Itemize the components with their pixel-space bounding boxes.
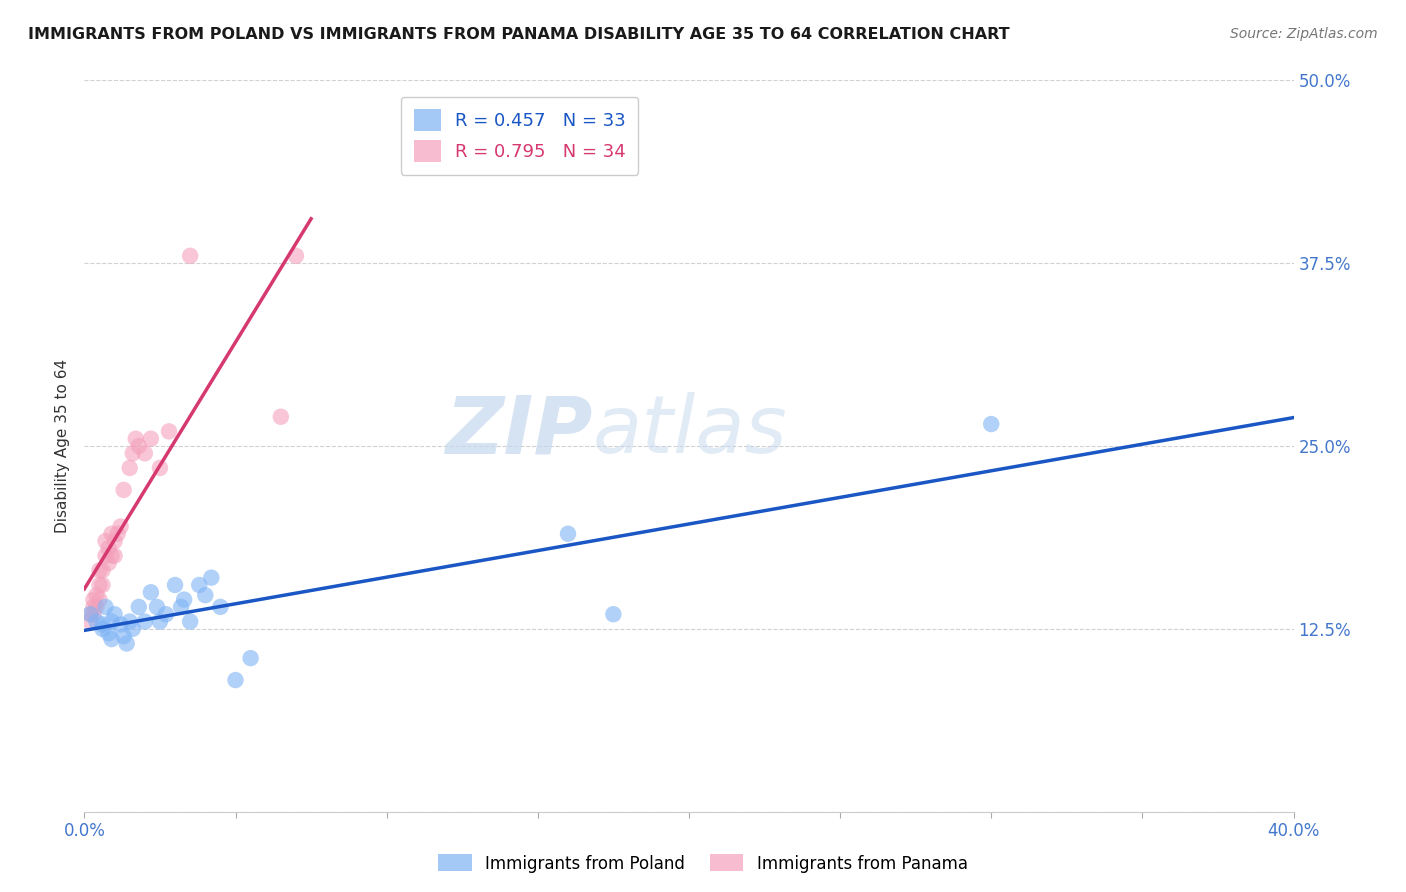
Point bbox=[112, 483, 135, 497]
Legend: R = 0.457   N = 33, R = 0.795   N = 34: R = 0.457 N = 33, R = 0.795 N = 34 bbox=[401, 96, 638, 175]
Point bbox=[94, 599, 117, 614]
Point bbox=[79, 607, 101, 622]
Point bbox=[157, 425, 180, 439]
Point bbox=[104, 549, 127, 563]
Point bbox=[134, 615, 156, 629]
Point bbox=[104, 534, 127, 549]
Point bbox=[118, 461, 141, 475]
Point bbox=[179, 249, 201, 263]
Point bbox=[91, 578, 114, 592]
Point bbox=[128, 599, 150, 614]
Point bbox=[285, 249, 308, 263]
Point bbox=[179, 615, 201, 629]
Point bbox=[110, 519, 132, 533]
Point bbox=[173, 592, 195, 607]
Text: IMMIGRANTS FROM POLAND VS IMMIGRANTS FROM PANAMA DISABILITY AGE 35 TO 64 CORRELA: IMMIGRANTS FROM POLAND VS IMMIGRANTS FRO… bbox=[28, 27, 1010, 42]
Point bbox=[209, 599, 232, 614]
Point bbox=[86, 615, 108, 629]
Point bbox=[89, 563, 111, 577]
Point bbox=[91, 622, 114, 636]
Point bbox=[121, 622, 143, 636]
Point bbox=[97, 626, 120, 640]
Point bbox=[91, 617, 114, 632]
Point bbox=[86, 588, 108, 602]
Text: ZIP: ZIP bbox=[444, 392, 592, 470]
Point bbox=[100, 549, 122, 563]
Point bbox=[225, 673, 247, 687]
Point bbox=[139, 585, 162, 599]
Point bbox=[94, 534, 117, 549]
Point bbox=[128, 439, 150, 453]
Point bbox=[139, 432, 162, 446]
Point bbox=[89, 578, 111, 592]
Point bbox=[134, 446, 156, 460]
Point bbox=[107, 526, 129, 541]
Point bbox=[94, 549, 117, 563]
Point bbox=[89, 592, 111, 607]
Point bbox=[82, 607, 104, 622]
Text: atlas: atlas bbox=[592, 392, 787, 470]
Point bbox=[602, 607, 624, 622]
Point bbox=[239, 651, 262, 665]
Point bbox=[149, 461, 172, 475]
Point bbox=[97, 556, 120, 570]
Point bbox=[188, 578, 211, 592]
Y-axis label: Disability Age 35 to 64: Disability Age 35 to 64 bbox=[55, 359, 70, 533]
Point bbox=[91, 563, 114, 577]
Point bbox=[149, 615, 172, 629]
Point bbox=[86, 599, 108, 614]
Point bbox=[121, 446, 143, 460]
Point bbox=[100, 615, 122, 629]
Point bbox=[100, 526, 122, 541]
Point bbox=[125, 432, 148, 446]
Point bbox=[980, 417, 1002, 431]
Point bbox=[104, 607, 127, 622]
Point bbox=[557, 526, 579, 541]
Point bbox=[110, 617, 132, 632]
Point bbox=[194, 588, 217, 602]
Point bbox=[82, 592, 104, 607]
Point bbox=[82, 599, 104, 614]
Point bbox=[118, 615, 141, 629]
Point bbox=[146, 599, 169, 614]
Legend: Immigrants from Poland, Immigrants from Panama: Immigrants from Poland, Immigrants from … bbox=[432, 847, 974, 880]
Point bbox=[79, 615, 101, 629]
Point bbox=[79, 607, 101, 622]
Point bbox=[100, 632, 122, 646]
Point bbox=[270, 409, 292, 424]
Point bbox=[112, 629, 135, 643]
Point bbox=[165, 578, 187, 592]
Point bbox=[115, 636, 138, 650]
Text: Source: ZipAtlas.com: Source: ZipAtlas.com bbox=[1230, 27, 1378, 41]
Point bbox=[200, 571, 222, 585]
Point bbox=[97, 541, 120, 556]
Point bbox=[170, 599, 193, 614]
Point bbox=[155, 607, 177, 622]
